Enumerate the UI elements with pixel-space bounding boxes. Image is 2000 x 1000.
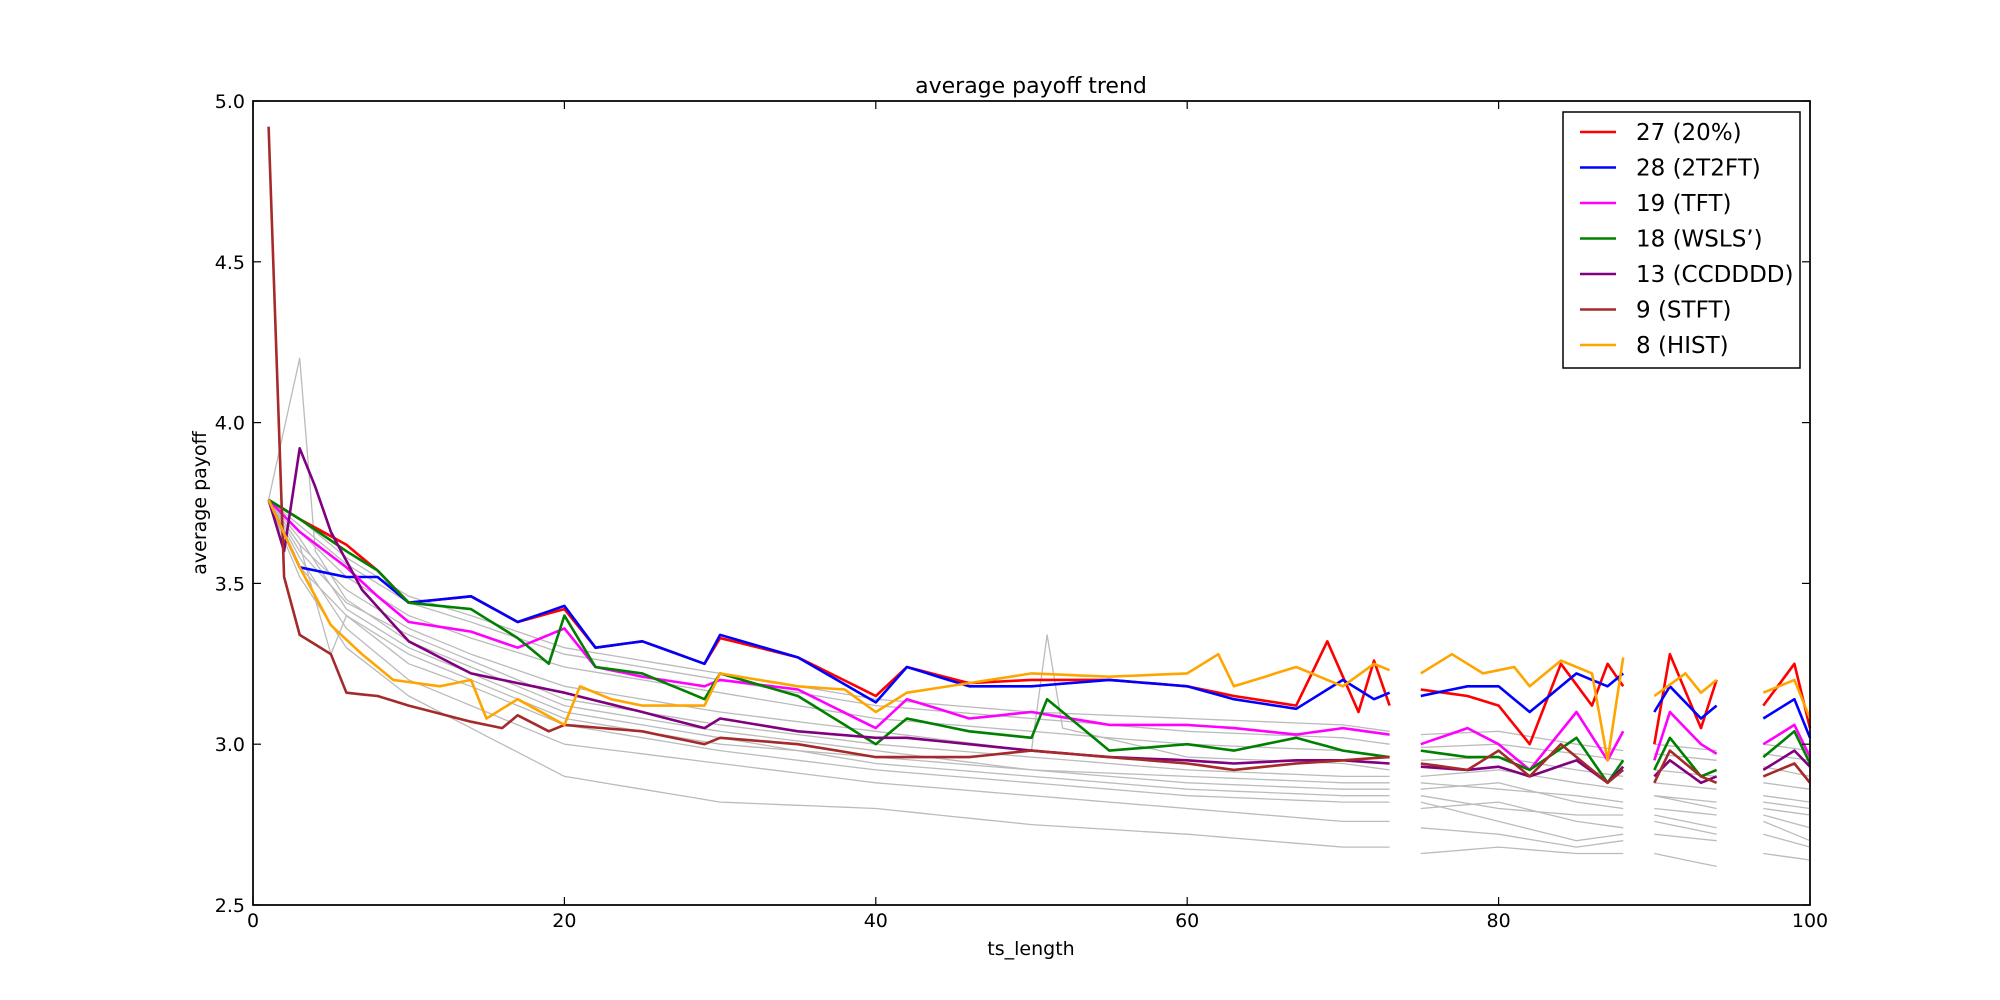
series-line-7: [267, 499, 1812, 762]
y-tick-label: 4.5: [215, 252, 245, 274]
y-tick-label: 2.5: [215, 895, 245, 917]
series-line-1: [267, 498, 1812, 746]
series-line-3: [267, 498, 1812, 772]
background-series-line: [268, 499, 1811, 842]
axis-ticks: 0 20 40 60 80 100 2.5 3.0 3.5 4.0 4.5 5.0: [215, 91, 1828, 932]
background-series-line: [268, 502, 1811, 829]
legend-box: [1562, 111, 1801, 369]
background-series-line: [267, 357, 1811, 810]
background-series-line: [268, 499, 1811, 803]
series-line-6: [267, 126, 1812, 785]
x-tick-label: 100: [1792, 910, 1828, 932]
plot-border: [252, 100, 1811, 906]
x-tick-label: 0: [247, 910, 259, 932]
chart-title: average payoff trend: [915, 74, 1147, 99]
background-series-group: [267, 357, 1811, 868]
plot-area: [252, 100, 1811, 906]
x-tick-label: 40: [864, 910, 888, 932]
legend-label: 28 (2T2FT): [1636, 156, 1761, 182]
background-series-line: [268, 502, 1811, 868]
legend-label: 18 (WSLS’): [1636, 227, 1763, 253]
legend-label: 13 (CCDDDD): [1636, 262, 1794, 288]
y-axis-label: average payoff: [189, 430, 211, 574]
x-tick-label: 80: [1487, 910, 1511, 932]
series-line-4: [267, 498, 1812, 785]
background-series-line: [268, 499, 1811, 778]
legend-label: 27 (20%): [1636, 120, 1742, 146]
highlighted-series-group: [267, 126, 1812, 785]
x-axis-label: ts_length: [987, 938, 1074, 960]
y-tick-label: 3.0: [215, 734, 245, 756]
series-line-5: [267, 447, 1811, 785]
legend-label: 9 (STFT): [1636, 298, 1731, 324]
y-tick-label: 3.5: [215, 573, 245, 595]
background-series-line: [268, 499, 1811, 761]
legend: 27 (20%) 28 (2T2FT) 19 (TFT) 18 (WSLS’) 13 (…: [1562, 111, 1801, 369]
legend-label: 8 (HIST): [1636, 333, 1729, 359]
x-tick-label: 20: [552, 910, 576, 932]
x-tick-label: 60: [1175, 910, 1199, 932]
series-line-2: [267, 499, 1812, 739]
background-series-line: [268, 499, 1811, 848]
legend-label: 19 (TFT): [1636, 191, 1731, 217]
y-tick-label: 4.0: [215, 413, 245, 435]
background-series-line: [268, 499, 1811, 816]
y-tick-label: 5.0: [215, 91, 245, 113]
